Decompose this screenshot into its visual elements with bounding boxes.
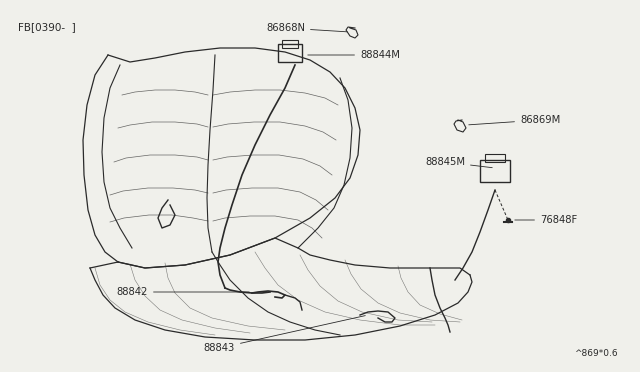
Text: 88845M: 88845M [425, 157, 492, 168]
Text: 88842: 88842 [116, 287, 249, 297]
Text: 86869M: 86869M [468, 115, 560, 125]
Text: 76848F: 76848F [515, 215, 577, 225]
Text: 86868N: 86868N [266, 23, 348, 33]
Text: 88844M: 88844M [308, 50, 400, 60]
Text: 88843: 88843 [204, 315, 365, 353]
Text: ^869*0.6: ^869*0.6 [574, 349, 618, 358]
Text: FB[0390-  ]: FB[0390- ] [18, 22, 76, 32]
